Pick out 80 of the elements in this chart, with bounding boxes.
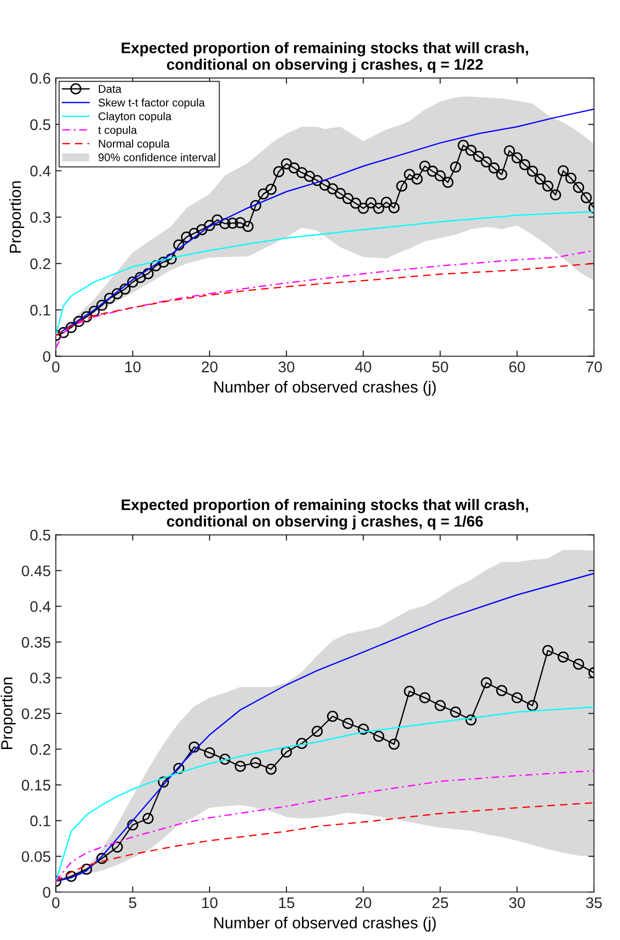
point	[558, 651, 569, 663]
x-axis-title: Number of observed crashes (j)	[214, 916, 436, 932]
point	[219, 754, 230, 765]
point	[312, 726, 323, 737]
point	[358, 724, 369, 735]
x-tick-label: 5	[129, 897, 136, 908]
point	[266, 764, 277, 775]
point	[327, 710, 338, 722]
y-tick-label: 0.3	[30, 672, 50, 684]
x-tick-label: 70	[586, 362, 602, 372]
y-axis-title: Proportion	[9, 181, 24, 253]
point	[388, 738, 400, 750]
y-axis-title: Proportion	[0, 678, 16, 749]
x-tick-label: 30	[509, 897, 525, 908]
legend-label: t copula	[98, 126, 137, 136]
y-tick-label: 0.2	[30, 744, 50, 755]
y-tick-label: 0.2	[30, 258, 50, 270]
point	[296, 738, 308, 750]
point	[573, 658, 584, 670]
x-tick-label: 40	[355, 362, 372, 372]
x-tick-label: 10	[125, 362, 141, 372]
x-tick-label: 25	[432, 897, 448, 908]
y-tick-label: 0.4	[30, 601, 50, 612]
chart-title: Expected proportion of remaining stocks that will crash, conditional on observing j crashes, q = 1/66	[122, 498, 528, 530]
point	[450, 706, 462, 718]
y-tick-label: 0.6	[30, 72, 50, 84]
point	[66, 870, 77, 882]
point	[342, 718, 354, 730]
y-tick-label: 0.5	[30, 530, 50, 541]
y-tick-label: 0.4	[30, 166, 50, 176]
point	[280, 746, 292, 758]
point	[434, 700, 446, 712]
legend-label: Normal copula	[98, 139, 170, 150]
point	[404, 686, 416, 697]
point	[496, 685, 508, 696]
y-tick-label: 0.3	[30, 212, 50, 223]
point	[188, 741, 200, 753]
point	[526, 700, 538, 712]
y-tick-label: 0.25	[22, 708, 50, 720]
y-tick-label: 0	[43, 351, 50, 362]
point	[96, 852, 108, 864]
x-tick-label: 35	[586, 897, 602, 908]
x-axis-title: Number of observed crashes (j)	[214, 380, 436, 396]
point	[234, 760, 246, 772]
x-tick-label: 50	[432, 362, 448, 372]
legend-label: Skew t-t factor copula	[98, 98, 205, 109]
x-tick-label: 60	[509, 362, 525, 372]
point	[142, 812, 154, 824]
y-tick-label: 0	[43, 886, 50, 898]
point	[158, 776, 169, 788]
point	[112, 841, 123, 853]
x-tick-label: 0	[52, 897, 60, 908]
chart-title: Expected proportion of remaining stocks that will crash, conditional on observing j crashes, q = 1/22	[122, 42, 528, 73]
y-tick-label: 0.45	[22, 565, 50, 576]
legend-label: 90% confidence interval	[98, 153, 216, 162]
point	[127, 819, 138, 830]
x-tick-label: 20	[202, 362, 218, 372]
x-tick-label: 0	[52, 362, 60, 372]
point	[80, 864, 92, 875]
legend-label: Data	[98, 85, 122, 93]
y-tick-label: 0.5	[30, 119, 50, 130]
y-tick-label: 0.15	[22, 780, 50, 791]
legend-label: Clayton copula	[98, 112, 172, 122]
y-tick-label: 0.1	[30, 815, 50, 826]
point	[480, 677, 492, 688]
point	[542, 645, 554, 656]
point	[373, 730, 384, 742]
x-tick-label: 10	[202, 897, 218, 908]
point	[419, 692, 430, 704]
y-tick-label: 0.35	[22, 636, 50, 648]
x-tick-label: 20	[356, 897, 372, 908]
x-tick-label: 15	[279, 897, 294, 908]
point	[204, 747, 216, 758]
x-tick-label: 30	[278, 362, 294, 372]
y-tick-label: 0.1	[30, 304, 50, 316]
point	[512, 692, 523, 704]
point	[173, 762, 184, 774]
point	[465, 714, 477, 726]
y-tick-label: 0.05	[22, 851, 50, 862]
point	[250, 757, 262, 768]
